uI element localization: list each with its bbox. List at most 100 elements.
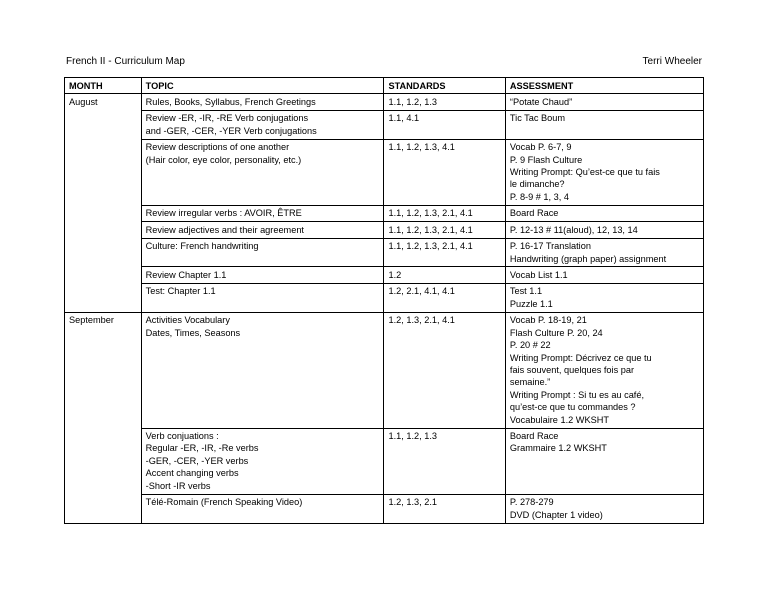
assessment-line: fais souvent, quelques fois par <box>510 364 699 376</box>
cell-topic: Review adjectives and their agreement <box>141 222 384 238</box>
topic-line: Télé-Romain (French Speaking Video) <box>146 496 380 508</box>
assessment-line: Flash Culture P. 20, 24 <box>510 327 699 339</box>
assessment-line: P. 12-13 # 11(aloud), 12, 13, 14 <box>510 224 699 236</box>
col-header-month: MONTH <box>65 78 142 94</box>
table-row: Review descriptions of one another(Hair … <box>65 139 704 205</box>
col-header-topic: TOPIC <box>141 78 384 94</box>
assessment-line: semaine.” <box>510 376 699 388</box>
assessment-line: DVD (Chapter 1 video) <box>510 509 699 521</box>
topic-line: Rules, Books, Syllabus, French Greetings <box>146 96 380 108</box>
assessment-line: P. 16-17 Translation <box>510 240 699 252</box>
cell-topic: Culture: French handwriting <box>141 238 384 267</box>
cell-assessment: Test 1.1Puzzle 1.1 <box>505 283 703 312</box>
assessment-line: Vocab List 1.1 <box>510 269 699 281</box>
assessment-line: Writing Prompt : Si tu es au café, <box>510 389 699 401</box>
cell-assessment: P. 278-279DVD (Chapter 1 video) <box>505 494 703 523</box>
table-row: Culture: French handwriting 1.1, 1.2, 1.3… <box>65 238 704 267</box>
cell-topic: Télé-Romain (French Speaking Video) <box>141 494 384 523</box>
assessment-line: Tic Tac Boum <box>510 112 699 124</box>
cell-topic: Review -ER, -IR, -RE Verb conjugationsan… <box>141 110 384 139</box>
table-row: Review irregular verbs : AVOIR, ÊTRE 1.1,… <box>65 205 704 221</box>
page: French II - Curriculum Map Terri Wheeler… <box>0 0 768 524</box>
table-row: Review adjectives and their agreement 1.1… <box>65 222 704 238</box>
cell-standards: 1.1, 1.2, 1.3, 2.1, 4.1 <box>384 238 505 267</box>
assessment-line: P. 8-9 # 1, 3, 4 <box>510 191 699 203</box>
cell-assessment: P. 16-17 TranslationHandwriting (graph p… <box>505 238 703 267</box>
cell-assessment: Vocab P. 18-19, 21Flash Culture P. 20, 2… <box>505 312 703 428</box>
assessment-line: Board Race <box>510 207 699 219</box>
col-header-assessment: ASSESSMENT <box>505 78 703 94</box>
assessment-line: Test 1.1 <box>510 285 699 297</box>
assessment-line: Puzzle 1.1 <box>510 298 699 310</box>
topic-line: Review irregular verbs : AVOIR, ÊTRE <box>146 207 380 219</box>
assessment-line: Vocabulaire 1.2 WKSHT <box>510 414 699 426</box>
cell-assessment: Vocab List 1.1 <box>505 267 703 283</box>
cell-assessment: “Potate Chaud” <box>505 94 703 110</box>
cell-topic: Review descriptions of one another(Hair … <box>141 139 384 205</box>
page-header: French II - Curriculum Map Terri Wheeler <box>64 56 704 67</box>
cell-topic: Verb conjuations :Regular -ER, -IR, -Re … <box>141 428 384 494</box>
assessment-line: le dimanche? <box>510 178 699 190</box>
topic-line: -Short -IR verbs <box>146 480 380 492</box>
cell-month: September <box>65 312 142 523</box>
topic-line: Regular -ER, -IR, -Re verbs <box>146 442 380 454</box>
assessment-line: Board Race <box>510 430 699 442</box>
cell-standards: 1.1, 1.2, 1.3, 4.1 <box>384 139 505 205</box>
cell-topic: Review Chapter 1.1 <box>141 267 384 283</box>
cell-standards: 1.1, 1.2, 1.3 <box>384 428 505 494</box>
assessment-line: Vocab P. 6-7, 9 <box>510 141 699 153</box>
topic-line: -GER, -CER, -YER verbs <box>146 455 380 467</box>
assessment-line: P. 9 Flash Culture <box>510 154 699 166</box>
table-row: AugustRules, Books, Syllabus, French Gre… <box>65 94 704 110</box>
cell-topic: Review irregular verbs : AVOIR, ÊTRE <box>141 205 384 221</box>
curriculum-table: MONTH TOPIC STANDARDS ASSESSMENT AugustR… <box>64 77 704 524</box>
topic-line: Review adjectives and their agreement <box>146 224 380 236</box>
cell-topic: Rules, Books, Syllabus, French Greetings <box>141 94 384 110</box>
cell-topic: Test: Chapter 1.1 <box>141 283 384 312</box>
table-row: Télé-Romain (French Speaking Video) 1.2, … <box>65 494 704 523</box>
cell-assessment: P. 12-13 # 11(aloud), 12, 13, 14 <box>505 222 703 238</box>
topic-line: (Hair color, eye color, personality, etc… <box>146 154 380 166</box>
cell-assessment: Board Race <box>505 205 703 221</box>
cell-standards: 1.2, 1.3, 2.1 <box>384 494 505 523</box>
topic-line: Review Chapter 1.1 <box>146 269 380 281</box>
assessment-line: Writing Prompt: Qu’est-ce que tu fais <box>510 166 699 178</box>
assessment-line: Writing Prompt: Décrivez ce que tu <box>510 352 699 364</box>
table-row: SeptemberActivities VocabularyDates, Tim… <box>65 312 704 428</box>
cell-assessment: Tic Tac Boum <box>505 110 703 139</box>
topic-line: Review -ER, -IR, -RE Verb conjugations <box>146 112 380 124</box>
cell-assessment: Board RaceGrammaire 1.2 WKSHT <box>505 428 703 494</box>
cell-standards: 1.1, 4.1 <box>384 110 505 139</box>
topic-line: Culture: French handwriting <box>146 240 380 252</box>
cell-standards: 1.2, 1.3, 2.1, 4.1 <box>384 312 505 428</box>
topic-line: Verb conjuations : <box>146 430 380 442</box>
assessment-line: qu’est-ce que tu commandes ? <box>510 401 699 413</box>
table-row: Test: Chapter 1.11.2, 2.1, 4.1, 4.1Test … <box>65 283 704 312</box>
cell-standards: 1.2, 2.1, 4.1, 4.1 <box>384 283 505 312</box>
cell-standards: 1.1, 1.2, 1.3, 2.1, 4.1 <box>384 205 505 221</box>
topic-line: Activities Vocabulary <box>146 314 380 326</box>
cell-standards: 1.1, 1.2, 1.3 <box>384 94 505 110</box>
topic-line: Accent changing verbs <box>146 467 380 479</box>
cell-standards: 1.2 <box>384 267 505 283</box>
col-header-standards: STANDARDS <box>384 78 505 94</box>
cell-standards: 1.1, 1.2, 1.3, 2.1, 4.1 <box>384 222 505 238</box>
table-row: Review Chapter 1.1 1.2 Vocab List 1.1 <box>65 267 704 283</box>
table-row: Verb conjuations :Regular -ER, -IR, -Re … <box>65 428 704 494</box>
assessment-line: “Potate Chaud” <box>510 96 699 108</box>
table-body: August Rules, Books, Syllabus, French Gre… <box>65 94 704 523</box>
assessment-line: Handwriting (graph paper) assignment <box>510 253 699 265</box>
cell-topic: Activities VocabularyDates, Times, Seaso… <box>141 312 384 428</box>
assessment-line: Grammaire 1.2 WKSHT <box>510 442 699 454</box>
topic-line: Dates, Times, Seasons <box>146 327 380 339</box>
assessment-line: Vocab P. 18-19, 21 <box>510 314 699 326</box>
cell-assessment: Vocab P. 6-7, 9P. 9 Flash CultureWriting… <box>505 139 703 205</box>
header-title-left: French II - Curriculum Map <box>66 56 185 67</box>
table-header-row: MONTH TOPIC STANDARDS ASSESSMENT <box>65 78 704 94</box>
assessment-line: P. 278-279 <box>510 496 699 508</box>
table-row: Review -ER, -IR, -RE Verb conjugationsan… <box>65 110 704 139</box>
cell-month: August <box>65 94 142 312</box>
assessment-line: P. 20 # 22 <box>510 339 699 351</box>
topic-line: Review descriptions of one another <box>146 141 380 153</box>
topic-line: and -GER, -CER, -YER Verb conjugations <box>146 125 380 137</box>
